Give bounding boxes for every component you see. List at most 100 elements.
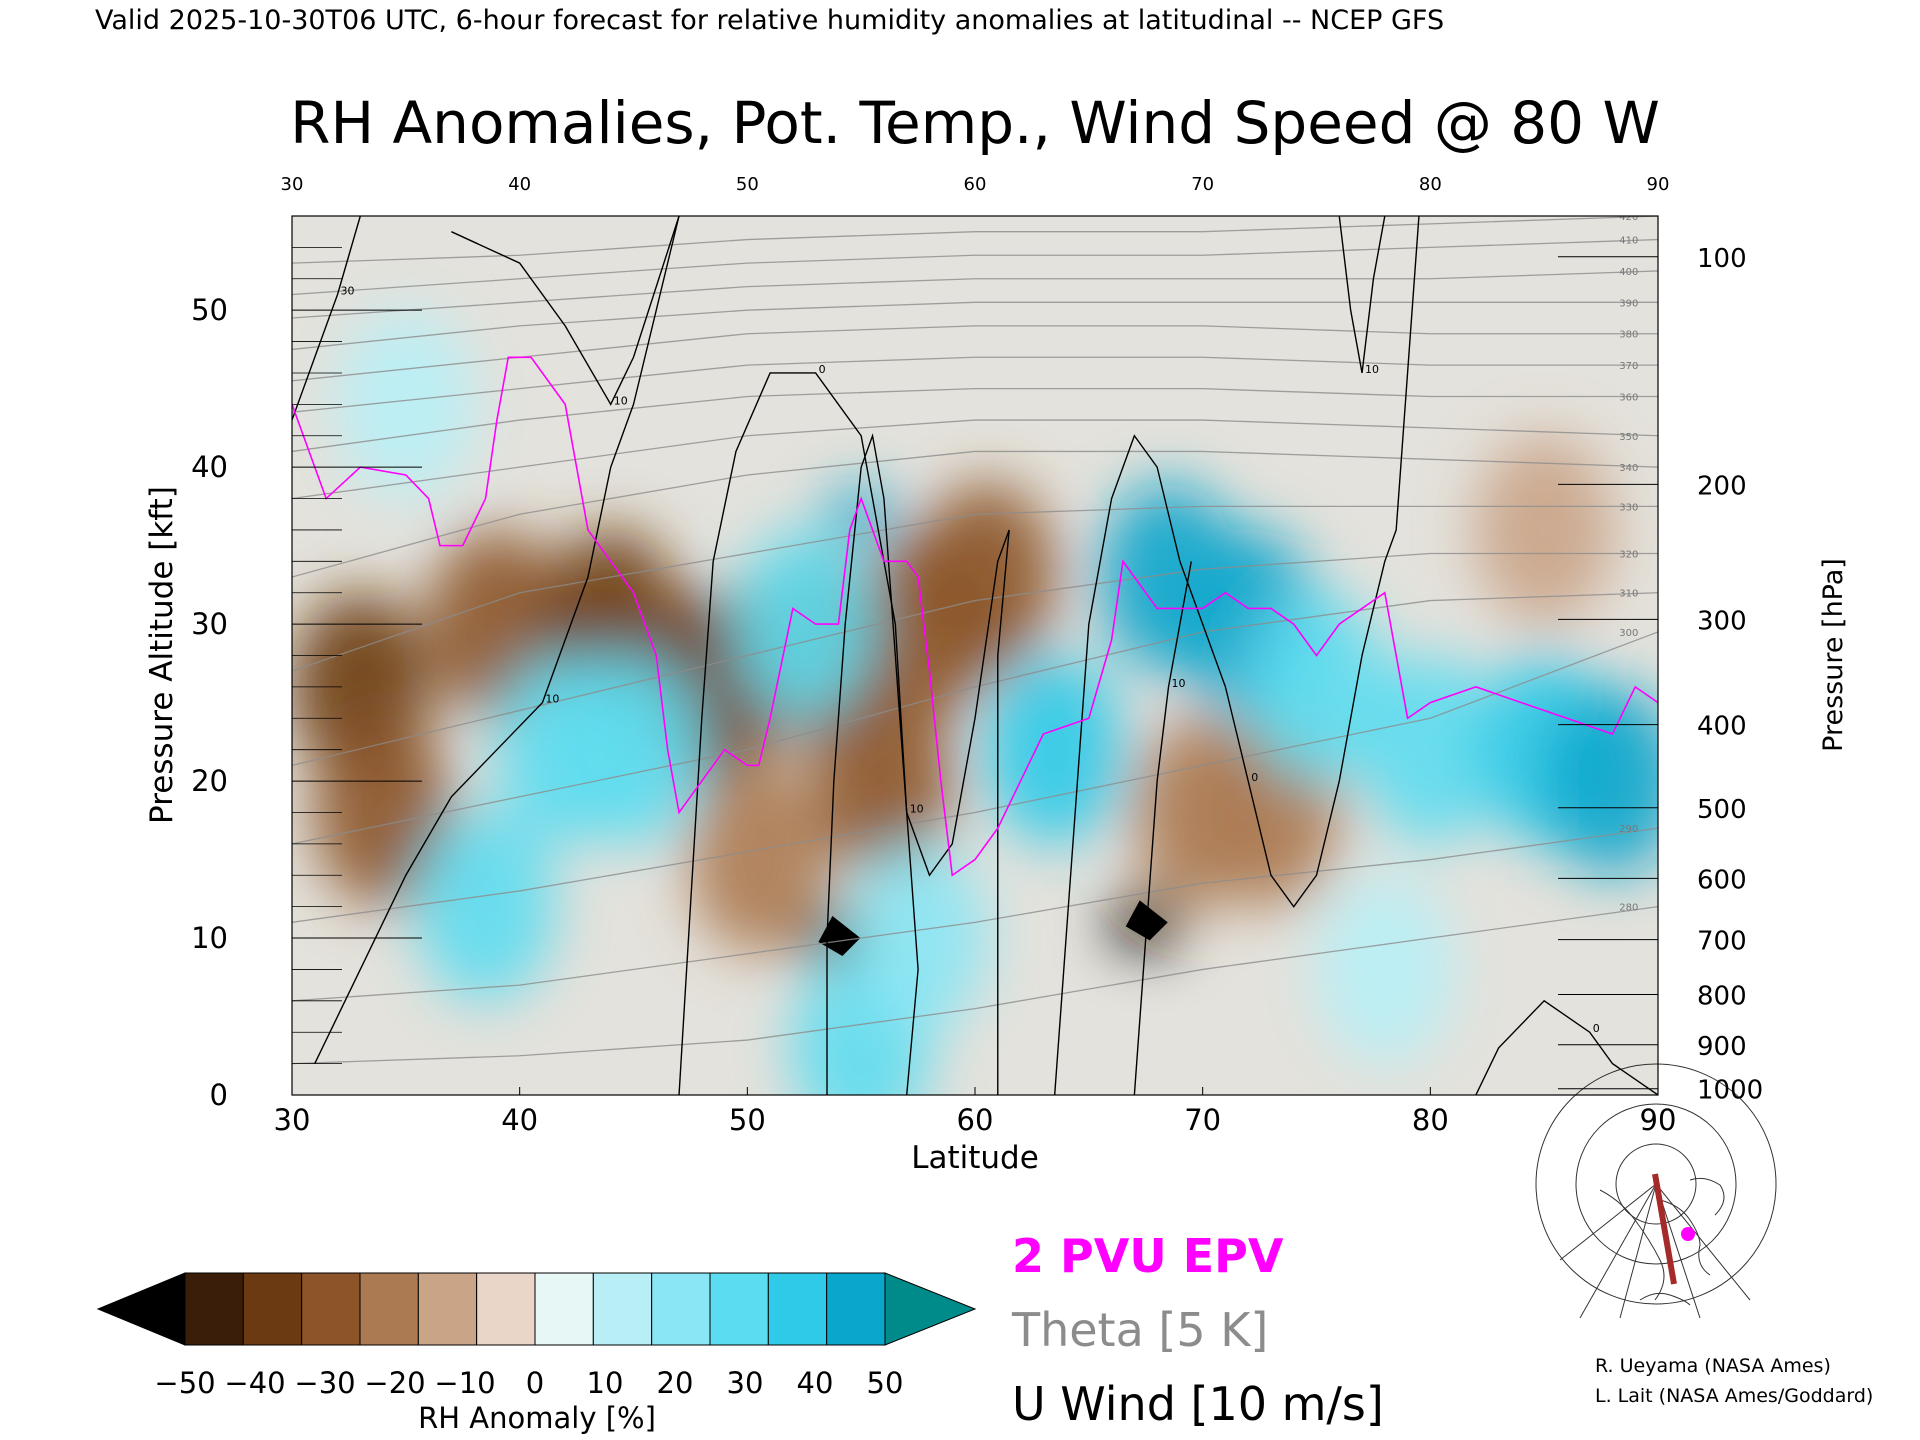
colorbar-tick-label: −40 bbox=[224, 1366, 285, 1400]
y-right-tick-label: 700 bbox=[1697, 927, 1747, 957]
theta-line bbox=[292, 450, 1658, 578]
colorbar-box bbox=[301, 1272, 361, 1346]
wind-label: 10 bbox=[545, 693, 559, 706]
theta-label: 340 bbox=[1619, 463, 1638, 474]
colorbar-box bbox=[359, 1272, 419, 1346]
forecast-header: Valid 2025-10-30T06 UTC, 6-hour forecast… bbox=[95, 5, 1444, 36]
colorbar-box bbox=[709, 1272, 769, 1346]
colorbar-box bbox=[417, 1272, 478, 1346]
theta-line bbox=[292, 827, 1658, 1002]
anomaly-cell bbox=[1314, 874, 1455, 1065]
x-tick-label: 50 bbox=[729, 1103, 766, 1137]
theta-line bbox=[292, 388, 1658, 453]
colorbar-box bbox=[592, 1272, 653, 1346]
anomaly-cell bbox=[825, 486, 898, 543]
theta-label: 320 bbox=[1619, 549, 1638, 560]
theta-line bbox=[292, 216, 1658, 264]
pv-contour bbox=[292, 356, 1658, 877]
pv-line bbox=[292, 356, 1658, 877]
y-right-tick-label: 200 bbox=[1697, 471, 1747, 501]
colorbar-tick-label: 0 bbox=[526, 1366, 544, 1400]
y-tick-label: 0 bbox=[210, 1078, 228, 1112]
y-right-tick-label: 400 bbox=[1697, 712, 1747, 742]
anomaly-cell bbox=[734, 529, 875, 720]
anomaly-cell bbox=[335, 309, 476, 500]
theta-line bbox=[292, 592, 1658, 845]
x-tick-label-top: 40 bbox=[508, 174, 531, 195]
x-tick-label: 40 bbox=[501, 1103, 538, 1137]
axis-ticks bbox=[291, 246, 1659, 1096]
theta-line bbox=[292, 631, 1658, 923]
theta-label: 280 bbox=[1619, 903, 1638, 914]
y-axis-label-right: Pressure [hPa] bbox=[1818, 558, 1849, 752]
wind-label: 10 bbox=[910, 802, 924, 815]
colorbar-tick-label: 40 bbox=[797, 1366, 834, 1400]
x-tick-label: 70 bbox=[1184, 1103, 1221, 1137]
theta-label: 350 bbox=[1619, 432, 1638, 443]
colorbar-high-arrow bbox=[884, 1272, 977, 1346]
wind-label: 10 bbox=[1172, 677, 1186, 690]
plot-frame bbox=[291, 215, 1659, 1096]
cross-section-line bbox=[1652, 1173, 1677, 1285]
colorbar-label: RH Anomaly [%] bbox=[418, 1401, 656, 1435]
colorbar-tick-label: 20 bbox=[657, 1366, 694, 1400]
legend-theta: Theta [5 K] bbox=[1011, 1303, 1268, 1357]
x-tick-label: 30 bbox=[274, 1103, 311, 1137]
theta-label: 370 bbox=[1619, 361, 1638, 372]
location-marker bbox=[1681, 1227, 1695, 1241]
wind-label: 10 bbox=[1365, 363, 1379, 376]
anomaly-cell bbox=[916, 482, 1057, 673]
theta-line bbox=[292, 356, 1658, 413]
theta-label: 300 bbox=[1619, 628, 1638, 639]
theta-line bbox=[292, 301, 1658, 351]
theta-line bbox=[292, 505, 1658, 672]
wind-line bbox=[1338, 216, 1386, 374]
x-tick-label-top: 90 bbox=[1647, 174, 1670, 195]
x-tick-label-top: 70 bbox=[1191, 174, 1214, 195]
wind-line bbox=[292, 216, 361, 421]
colorbar-box bbox=[476, 1272, 536, 1346]
wind-line bbox=[1133, 561, 1192, 1095]
theta-contours: 2802903003103203303403503603703803904004… bbox=[292, 216, 1658, 1065]
anomaly-cell bbox=[415, 811, 556, 1002]
x-tick-label-top: 50 bbox=[736, 174, 759, 195]
theta-line bbox=[292, 419, 1658, 500]
theta-label: 290 bbox=[1619, 824, 1638, 835]
x-tick-label-top: 60 bbox=[964, 174, 987, 195]
theta-label: 410 bbox=[1619, 236, 1638, 247]
colorbar-tick-label: 30 bbox=[727, 1366, 764, 1400]
colorbar-box bbox=[534, 1272, 594, 1346]
anomaly-cell bbox=[813, 686, 954, 877]
colorbar-low-arrow bbox=[96, 1272, 186, 1346]
legend: 2 PVU EPV Theta [5 K] U Wind [10 m/s] bbox=[1011, 1229, 1384, 1431]
theta-line bbox=[292, 905, 1658, 1065]
y-right-tick-label: 800 bbox=[1697, 982, 1747, 1012]
y-right-tick-label: 900 bbox=[1697, 1032, 1747, 1062]
x-tick-label: 60 bbox=[957, 1103, 994, 1137]
wind-line bbox=[451, 216, 680, 406]
y-tick-label: 40 bbox=[191, 450, 228, 484]
colorbar-tick-label: −20 bbox=[364, 1366, 425, 1400]
anomaly-cell bbox=[313, 717, 454, 908]
plot-area: 2802903003103203303403503603703803904004… bbox=[291, 215, 1659, 1096]
credit-2: L. Lait (NASA Ames/Goddard) bbox=[1595, 1385, 1873, 1407]
colorbar-box bbox=[184, 1272, 244, 1346]
anomaly-core bbox=[818, 916, 861, 957]
colorbar-box bbox=[826, 1272, 886, 1346]
colorbar-tick-label: −30 bbox=[294, 1366, 355, 1400]
theta-label: 330 bbox=[1619, 502, 1638, 513]
y-right-tick-label: 500 bbox=[1697, 795, 1747, 825]
x-tick-label: 90 bbox=[1640, 1103, 1677, 1137]
chart-title: RH Anomalies, Pot. Temp., Wind Speed @ 8… bbox=[290, 89, 1660, 157]
wind-label: 0 bbox=[1251, 771, 1258, 784]
y-right-tick-label: 100 bbox=[1697, 244, 1747, 274]
wind-line bbox=[1475, 999, 1658, 1095]
y-tick-label: 20 bbox=[191, 764, 228, 798]
wind-line bbox=[678, 372, 919, 1095]
colorbar-box bbox=[767, 1272, 828, 1346]
anomaly-cell bbox=[1542, 686, 1658, 877]
wind-line bbox=[1053, 216, 1420, 1095]
theta-label: 310 bbox=[1619, 589, 1638, 600]
wind-line bbox=[314, 216, 680, 1064]
inset-map bbox=[1535, 1063, 1777, 1319]
